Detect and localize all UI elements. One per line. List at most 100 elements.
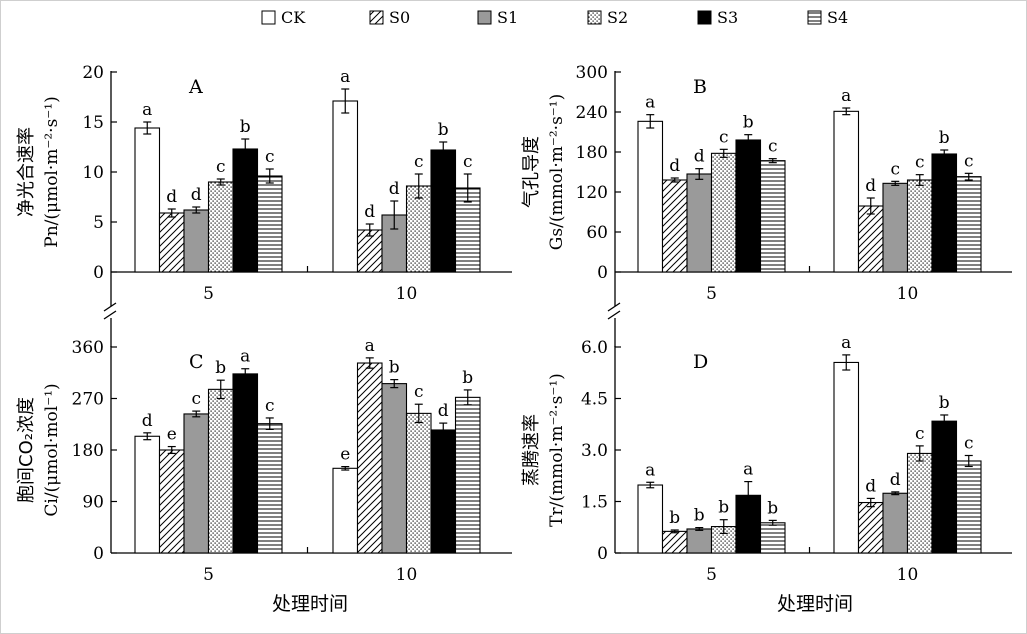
y-tick-label: 0: [597, 544, 608, 564]
y-tick-label: 360: [72, 338, 104, 358]
bar-ck-5: [637, 120, 664, 273]
y-axis-unit: Ci/(μmol·mol⁻¹): [42, 383, 62, 516]
x-axis-label-left: 处理时间: [272, 593, 348, 615]
legend-swatch-s3: [697, 10, 712, 25]
significance-letter: b: [743, 113, 754, 133]
significance-letter: d: [389, 179, 400, 199]
legend-label-s0: S0: [389, 8, 410, 27]
bar-ck-5: [134, 127, 161, 273]
x-axis-label-right: 处理时间: [777, 593, 853, 615]
bar-ck-10: [833, 110, 860, 273]
axis-break-mark: [103, 302, 117, 312]
legend-label-ck: CK: [281, 8, 306, 27]
bar-s4-10: [454, 396, 481, 554]
y-tick-label: 90: [82, 493, 104, 513]
significance-letter: a: [645, 93, 655, 113]
bar-ck-5: [637, 484, 664, 554]
significance-letter: c: [265, 147, 275, 167]
bar-s3-5: [735, 139, 762, 273]
significance-letter: b: [694, 506, 705, 526]
bar-s0-10: [857, 205, 884, 273]
significance-letter: c: [265, 396, 275, 416]
bar-s1-10: [882, 182, 909, 273]
significance-letter: b: [240, 117, 251, 137]
significance-letter: b: [939, 393, 950, 413]
bar-s2-5: [207, 388, 234, 554]
significance-letter: e: [340, 445, 350, 465]
legend-swatch-s2: [587, 10, 602, 25]
bar-s4-5: [759, 522, 786, 554]
significance-letter: e: [167, 425, 177, 445]
y-tick-label: 0: [93, 263, 104, 283]
significance-letter: a: [142, 100, 152, 120]
bar-s1-5: [686, 173, 713, 273]
significance-letter: d: [364, 202, 375, 222]
y-tick-label: 6.0: [581, 338, 608, 358]
bar-s3-5: [232, 373, 259, 554]
y-axis-title: 气孔导度: [521, 136, 542, 208]
significance-letter: a: [240, 347, 250, 367]
significance-letter: d: [142, 411, 153, 431]
y-tick-label: 240: [576, 103, 608, 123]
significance-letter: b: [767, 498, 778, 518]
y-tick-label: 10: [82, 163, 104, 183]
y-axis-unit: Pn/(μmol·m⁻²·s⁻¹): [42, 96, 62, 247]
y-tick-label: 60: [586, 223, 608, 243]
significance-letter: d: [865, 476, 876, 496]
significance-letter: b: [462, 368, 473, 388]
significance-letter: a: [645, 460, 655, 480]
bar-s4-10: [955, 176, 982, 273]
y-tick-label: 180: [576, 143, 608, 163]
bar-s0-5: [158, 449, 185, 554]
y-tick-label: 300: [576, 63, 608, 83]
y-tick-label: 4.5: [581, 390, 608, 410]
significance-letter: a: [365, 336, 375, 356]
legend-swatch-s1: [477, 10, 492, 25]
bar-s1-10: [381, 383, 408, 554]
significance-letter: c: [964, 433, 974, 453]
legend-label-s1: S1: [497, 8, 518, 27]
significance-letter: d: [438, 401, 449, 421]
panel-label: B: [693, 76, 707, 98]
legend-label-s4: S4: [827, 8, 848, 27]
significance-letter: d: [865, 176, 876, 196]
legend: CK S0 S1 S2 S3 S4: [261, 8, 848, 27]
legend-swatch-s4: [807, 10, 822, 25]
x-tick-label: 10: [396, 284, 418, 304]
significance-letter: a: [841, 333, 851, 353]
significance-letter: c: [191, 389, 201, 409]
bar-ck-5: [134, 435, 161, 554]
bar-ck-10: [332, 467, 359, 554]
x-tick-label: 5: [203, 284, 214, 304]
significance-letter: a: [841, 86, 851, 106]
significance-letter: c: [915, 153, 925, 173]
bar-s0-5: [661, 530, 688, 554]
significance-letter: c: [414, 382, 424, 402]
significance-letter: c: [915, 424, 925, 444]
significance-letter: d: [890, 470, 901, 490]
bar-s4-5: [256, 423, 283, 554]
panel-label: D: [693, 351, 708, 373]
y-tick-label: 180: [72, 441, 104, 461]
bar-s4-10: [955, 460, 982, 554]
bar-ck-10: [332, 100, 359, 273]
legend-swatch-s0: [369, 10, 384, 25]
x-tick-label: 10: [396, 565, 418, 585]
significance-letter: c: [216, 157, 226, 177]
bar-s1-10: [882, 492, 909, 554]
significance-letter: b: [718, 498, 729, 518]
bar-s3-10: [430, 429, 457, 554]
bar-s2-5: [710, 152, 737, 273]
bar-s3-10: [430, 149, 457, 273]
significance-letter: c: [768, 137, 778, 157]
bar-s0-5: [158, 212, 185, 273]
x-tick-label: 10: [897, 565, 919, 585]
significance-letter: c: [719, 127, 729, 147]
y-tick-label: 1.5: [581, 493, 608, 513]
significance-letter: a: [340, 67, 350, 87]
axis-break-mark: [607, 302, 621, 312]
